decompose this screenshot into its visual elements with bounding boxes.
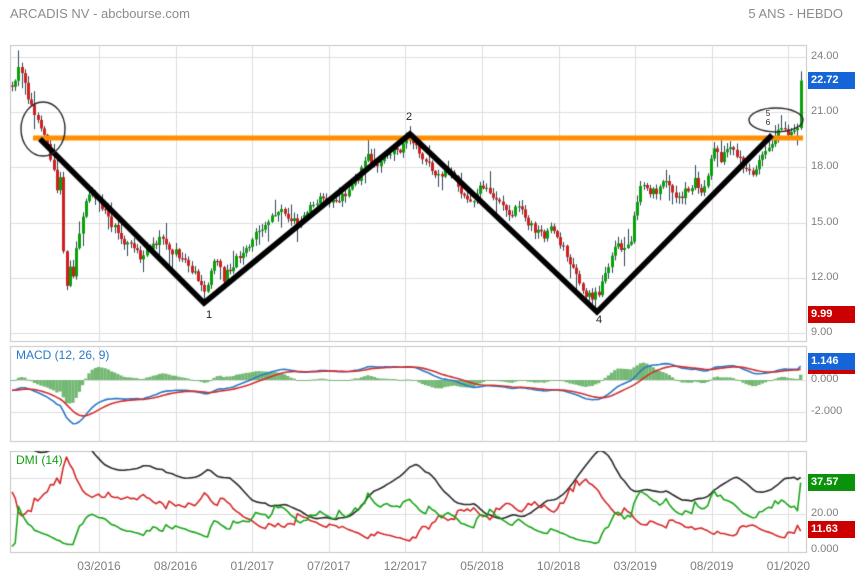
date-label: 03/2016 (77, 559, 121, 573)
macd-panel-label: MACD (12, 26, 9) (16, 348, 110, 362)
price-axis-label: 15.00 (811, 215, 839, 228)
date-label: 12/2017 (383, 559, 428, 573)
macd-signal-badge-sliver (808, 370, 855, 375)
timeframe-label: 5 ANS - HEBDO (748, 6, 843, 21)
instrument-title: ARCADIS NV - abcbourse.com (10, 6, 190, 21)
date-label: 03/2019 (613, 559, 657, 573)
price-axis-label: 9.00 (811, 326, 833, 338)
macd-value-badge: 1.146 (808, 353, 855, 371)
date-label: 07/2017 (307, 559, 351, 573)
dmi-plus-di-badge: 37.57 (808, 473, 855, 491)
date-label: 05/2018 (460, 559, 504, 573)
wave-label-5: 5 (765, 109, 771, 118)
date-label: 01/2020 (766, 559, 811, 573)
last-price-badge: 22.72 (808, 72, 855, 90)
dmi-axis-label: 0.000 (811, 543, 839, 555)
wave-label-2: 2 (405, 111, 413, 123)
macd-axis-label: 0.000 (811, 373, 839, 385)
period-low-badge: 9.99 (808, 306, 855, 324)
date-label: 01/2017 (230, 559, 274, 573)
date-label: 08/2016 (153, 559, 198, 573)
price-axis-label: 24.00 (811, 50, 839, 62)
date-label: 10/2018 (536, 559, 581, 573)
wave-label-4: 4 (595, 314, 603, 326)
macd-axis-label: -2.000 (811, 405, 843, 417)
dmi-axis-label: 20.00 (811, 507, 839, 519)
price-axis-label: 12.00 (811, 270, 839, 283)
wave-label-1: 1 (205, 309, 213, 321)
date-label: 08/2019 (690, 559, 734, 573)
price-axis-label: 21.00 (811, 105, 839, 118)
dmi-minus-di-badge: 11.63 (808, 520, 855, 538)
dmi-panel-label: DMI (14) (16, 453, 63, 467)
wave-label-6: 6 (765, 118, 771, 127)
price-axis-label: 18.00 (811, 160, 839, 173)
